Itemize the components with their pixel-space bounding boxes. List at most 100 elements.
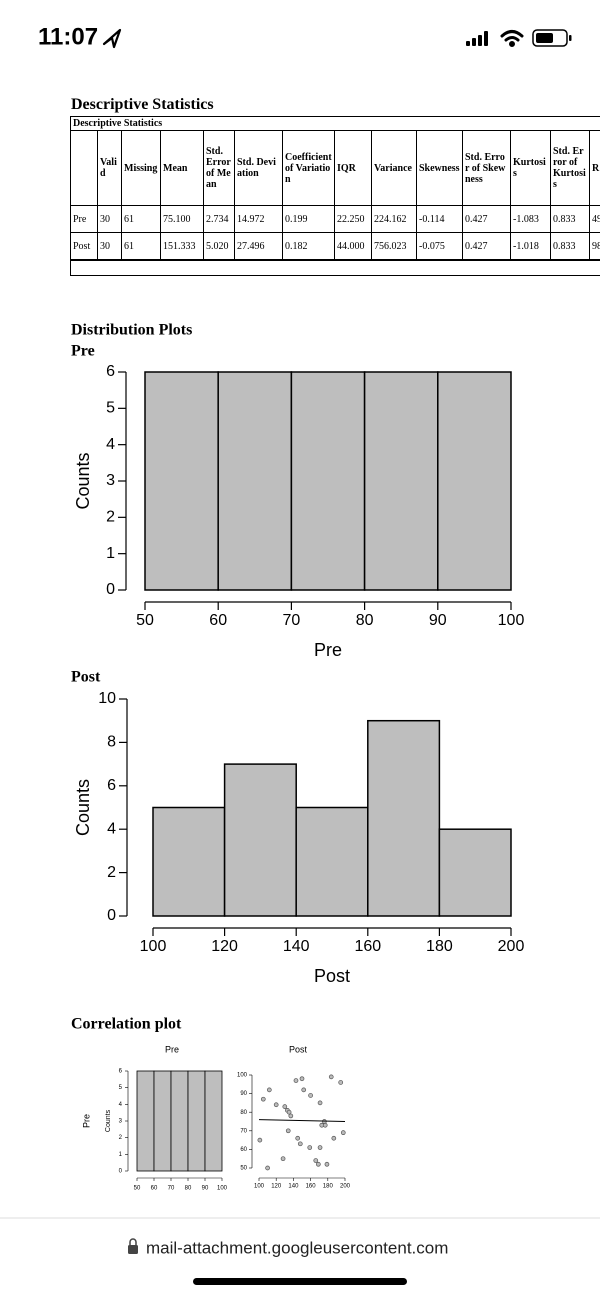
y-tick-label: 3 [119, 1119, 123, 1125]
cell: -0.114 [416, 205, 463, 233]
home-indicator [193, 1278, 407, 1285]
x-tick-label: 50 [134, 1186, 141, 1192]
x-tick-label: 80 [185, 1186, 192, 1192]
bar [363, 371, 439, 591]
x-axis-title: Pre [314, 640, 342, 660]
x-tick-label: 160 [306, 1184, 317, 1190]
blank-cell [70, 259, 600, 276]
lock-icon [128, 1238, 138, 1254]
y-axis-title: Counts [73, 779, 93, 836]
cell: 14.972 [234, 205, 283, 233]
bar [367, 719, 441, 917]
chart-title: Post [289, 1044, 308, 1054]
point [317, 1145, 323, 1150]
column-header: Kurtosis [510, 130, 551, 206]
y-tick-label: 10 [98, 690, 116, 707]
cell: 30 [97, 232, 122, 261]
y-tick-label: 70 [240, 1128, 247, 1134]
point [266, 1087, 272, 1093]
header-row: Valid Missing Mean Std. Error of Mean Std. D… [70, 130, 600, 206]
x-axis-title: Post [314, 966, 350, 986]
cell: 27.496 [234, 232, 283, 261]
x-tick-label: 70 [168, 1186, 175, 1192]
x-tick-label: 80 [356, 612, 374, 629]
chart-title: Pre [165, 1044, 179, 1054]
y-tick-label: 5 [119, 1085, 123, 1091]
point [285, 1128, 291, 1134]
bar [217, 371, 293, 591]
x-tick-label: 180 [426, 938, 453, 955]
y-tick-label: 2 [106, 509, 115, 526]
cell: 30 [97, 205, 122, 233]
point [280, 1156, 286, 1162]
column-header: Std. Error of Skewness [462, 130, 511, 206]
point [340, 1130, 346, 1136]
bar [136, 1070, 155, 1172]
section-title: Distribution Plots [71, 322, 192, 339]
x-tick-label: 200 [498, 938, 525, 955]
x-tick-label: 100 [254, 1184, 265, 1190]
data-row: Pre 30 61 75.100 2.734 14.972 0.199 22.250 224.1… [70, 205, 600, 233]
url[interactable]: mail-attachment.googleusercontent.com [146, 1238, 448, 1257]
clock: 11:07 [38, 23, 98, 50]
data-row: Post 30 61 151.333 5.020 27.496 0.182 44.000 756… [70, 232, 600, 261]
point [299, 1076, 305, 1082]
y-axis-title: Counts [105, 1109, 112, 1132]
point [307, 1145, 313, 1150]
y-tick-label: 0 [119, 1169, 123, 1175]
section-title: Correlation plot [71, 1016, 182, 1033]
y-tick-label: 90 [240, 1091, 247, 1097]
y-tick-label: 80 [240, 1110, 247, 1116]
y-tick-label: 1 [119, 1152, 123, 1158]
chart-title: Post [71, 669, 101, 686]
y-tick-label: 0 [107, 907, 116, 924]
location-icon [102, 28, 122, 49]
x-tick-label: 70 [283, 612, 301, 629]
x-tick-label: 120 [271, 1184, 282, 1190]
table-caption: Descriptive Statistics [70, 116, 600, 130]
descriptives: Descriptive Statistics Descriptive Stati… [70, 96, 600, 276]
point [265, 1165, 270, 1171]
y-tick-label: 4 [107, 820, 116, 837]
cell: 0.833 [550, 232, 590, 261]
cell: 61 [121, 232, 161, 261]
wifi-icon [500, 30, 524, 47]
x-tick-label: 100 [498, 612, 525, 629]
trend-line [258, 1119, 346, 1122]
y-tick-label: 5 [106, 400, 115, 417]
y-tick-label: 6 [106, 363, 115, 380]
point [260, 1096, 266, 1102]
cell: 0.427 [462, 232, 511, 261]
x-tick-label: 100 [140, 938, 167, 955]
y-tick-label: 6 [107, 777, 116, 794]
y-tick-label: 4 [106, 436, 115, 453]
bar [152, 806, 226, 917]
row-label: Pre [81, 1114, 91, 1128]
bar [204, 1070, 223, 1172]
bar [144, 371, 219, 591]
address-bar [0, 1218, 600, 1298]
bar [153, 1070, 172, 1172]
cell: -1.083 [510, 205, 551, 233]
x-tick-label: 90 [202, 1186, 209, 1192]
x-tick-label: 60 [151, 1186, 158, 1192]
y-tick-label: 8 [107, 734, 116, 751]
signal-icon [466, 31, 488, 46]
y-tick-label: 60 [240, 1147, 247, 1153]
cell: 0.427 [462, 205, 511, 233]
y-tick-label: 1 [106, 545, 115, 562]
cell: 49.0 [589, 205, 600, 233]
cell: 22.250 [334, 205, 372, 233]
x-tick-label: 140 [288, 1184, 299, 1190]
point [317, 1100, 323, 1106]
point [286, 1109, 292, 1115]
y-tick-label: 100 [237, 1073, 248, 1079]
bar [187, 1070, 206, 1172]
point [301, 1087, 307, 1093]
bar [170, 1070, 189, 1172]
battery-icon [532, 29, 572, 47]
point [322, 1122, 328, 1128]
